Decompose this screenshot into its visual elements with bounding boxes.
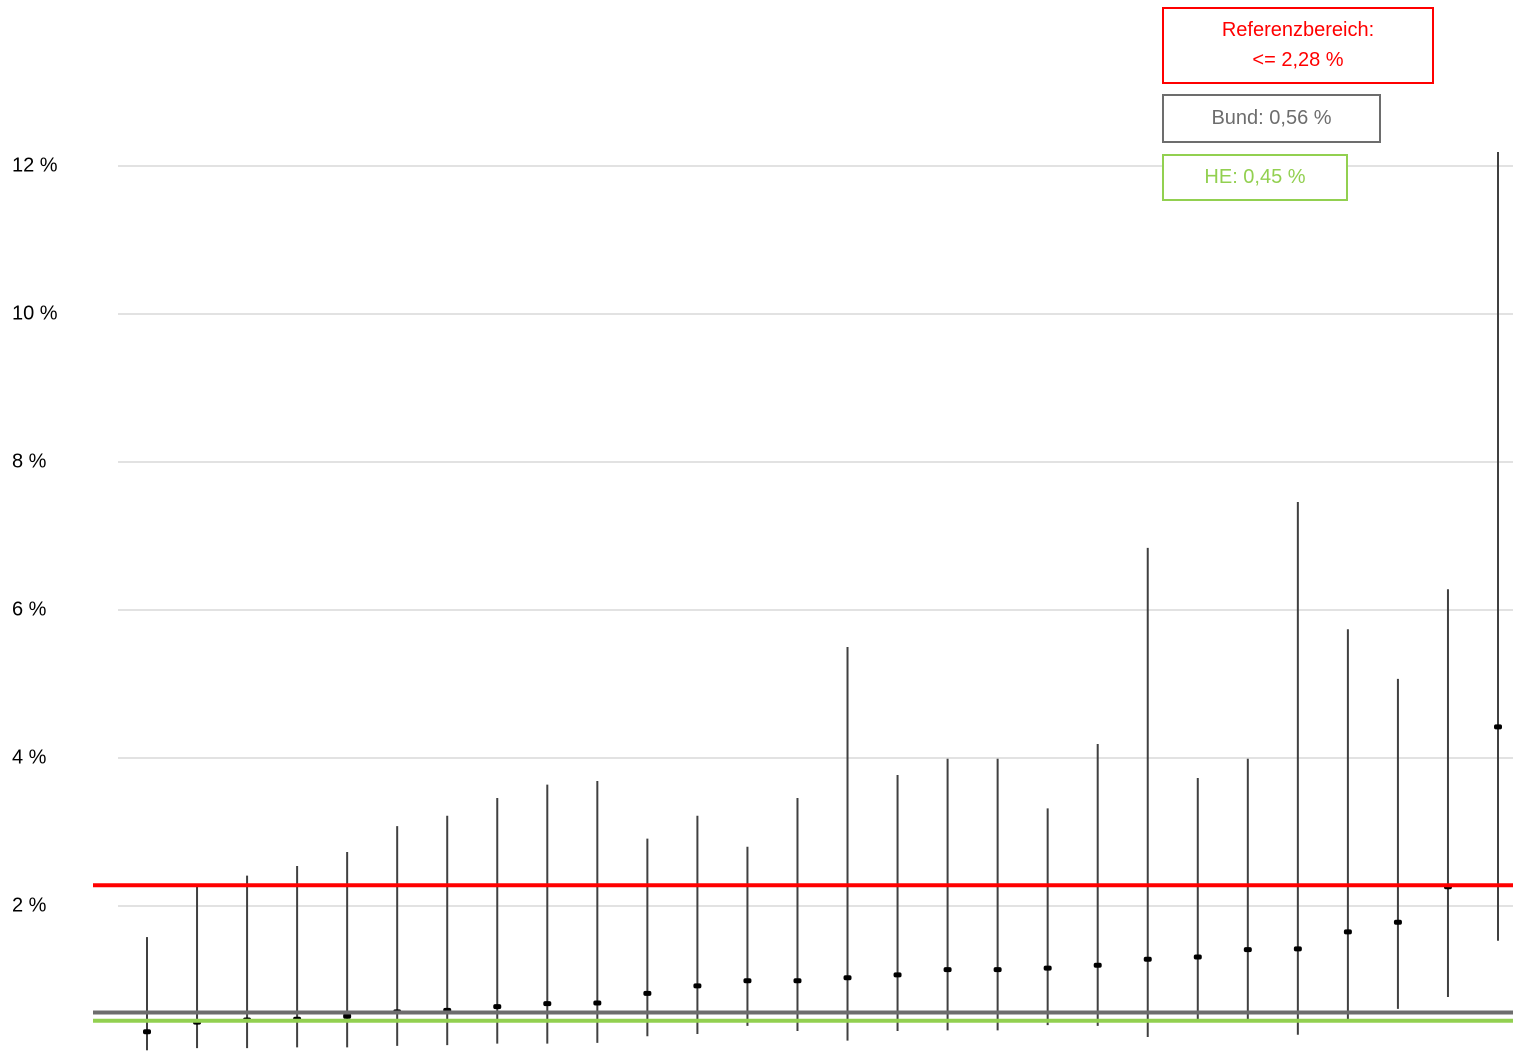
point [893, 972, 902, 978]
point [643, 990, 652, 996]
point [543, 1001, 552, 1007]
legend-label: Bund: 0,56 % [1211, 107, 1331, 129]
point [493, 1004, 502, 1010]
legend-box [1162, 154, 1348, 201]
point [1293, 946, 1302, 952]
point [793, 978, 802, 984]
point [693, 983, 702, 989]
y-tick-label: 12 % [12, 154, 58, 176]
point [593, 1000, 602, 1006]
legend-box [1162, 7, 1434, 84]
point [943, 967, 952, 973]
y-tick-label: 6 % [12, 598, 47, 620]
legend-label: <= 2,28 % [1252, 49, 1343, 71]
point [1343, 929, 1352, 935]
legend-label: Referenzbereich: [1222, 19, 1374, 41]
point [1494, 724, 1502, 730]
point [143, 1029, 151, 1035]
point [1043, 965, 1052, 971]
legend-label: HE: 0,45 % [1204, 166, 1305, 188]
point [1143, 956, 1152, 962]
point [1093, 962, 1102, 968]
y-tick-label: 10 % [12, 302, 58, 324]
point [843, 975, 852, 981]
y-tick-label: 4 % [12, 746, 47, 768]
point [1193, 954, 1202, 960]
legend-box [1162, 94, 1381, 143]
point [343, 1013, 352, 1019]
y-tick-label: 2 % [12, 894, 47, 916]
point [1243, 947, 1252, 953]
point [1393, 919, 1402, 925]
point [993, 967, 1002, 973]
point [743, 978, 752, 984]
y-tick-label: 8 % [12, 450, 47, 472]
